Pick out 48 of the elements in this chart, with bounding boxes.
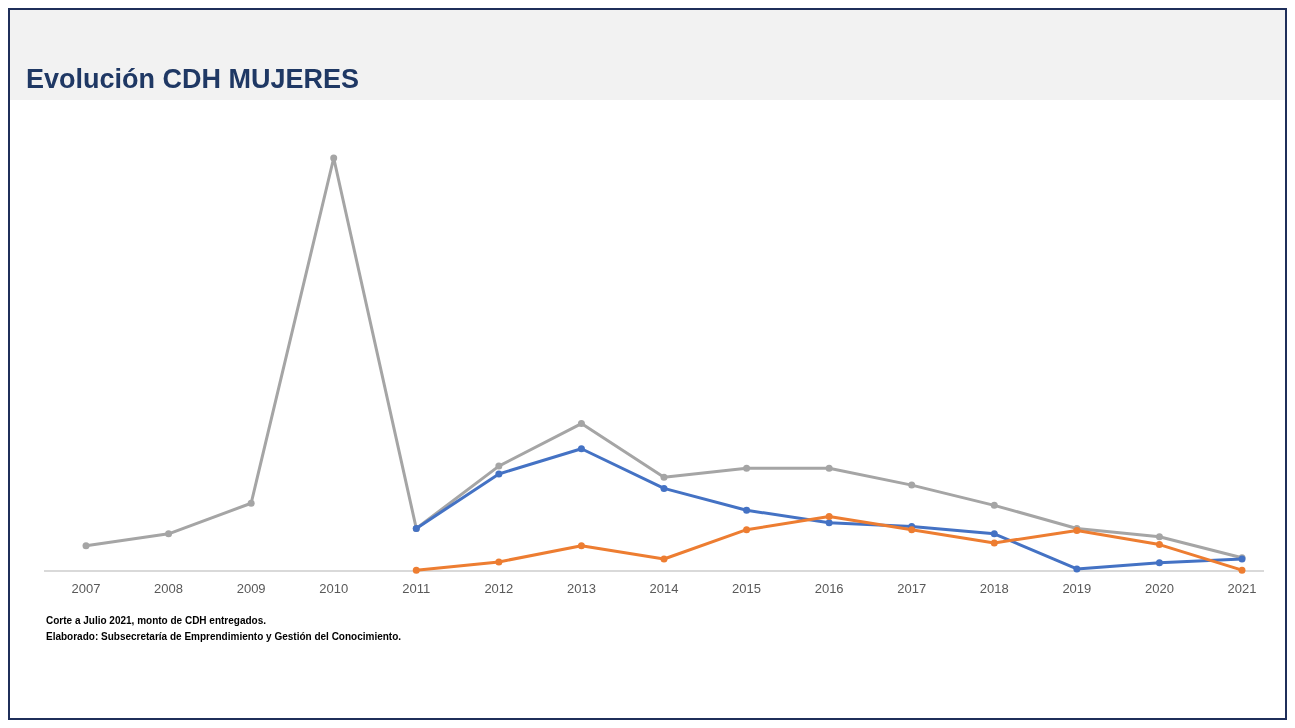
point — [825, 519, 833, 527]
x-tick-label: 2021 — [1227, 581, 1257, 596]
point — [577, 542, 585, 550]
point — [412, 566, 420, 574]
x-tick-label: 2008 — [154, 581, 184, 596]
x-tick-label: 2014 — [649, 581, 679, 596]
point — [1155, 559, 1163, 567]
point — [990, 530, 998, 538]
x-tick-label: 2012 — [484, 581, 514, 596]
point — [660, 484, 668, 492]
x-tick-label: 2015 — [732, 581, 762, 596]
point — [825, 512, 833, 520]
x-tick-label: 2010 — [319, 581, 349, 596]
point — [495, 558, 503, 566]
point — [247, 499, 255, 507]
point — [165, 530, 173, 538]
point — [82, 542, 90, 550]
point — [660, 473, 668, 481]
text: Elaborado: Subsecretaría de Emprendimiento y Gestión del Conocimiento. — [46, 631, 402, 642]
point — [577, 445, 585, 453]
chart-title: Evolución CDH MUJERES — [26, 64, 360, 94]
point — [1073, 565, 1081, 573]
x-tick-label: 2013 — [566, 581, 596, 596]
point — [1155, 541, 1163, 549]
point — [825, 464, 833, 472]
x-tick-label: 2020 — [1144, 581, 1174, 596]
point — [330, 154, 338, 162]
x-tick-label: 2019 — [1062, 581, 1092, 596]
point — [990, 501, 998, 509]
point — [743, 526, 751, 534]
point — [1155, 533, 1163, 541]
point — [743, 464, 751, 472]
text: Corte a Julio 2021, monto de CDH entregados. — [46, 615, 267, 626]
point — [495, 470, 503, 478]
point — [660, 555, 668, 563]
x-tick-label: 2009 — [236, 581, 266, 596]
point — [908, 481, 916, 489]
x-tick-label: 2011 — [402, 581, 431, 596]
x-tick-label: 2016 — [814, 581, 844, 596]
point — [495, 462, 503, 470]
point — [908, 526, 916, 534]
point — [990, 539, 998, 547]
x-tick-label: 2018 — [979, 581, 1009, 596]
point — [577, 420, 585, 428]
point — [743, 506, 751, 514]
point — [1238, 566, 1246, 574]
x-tick-label: 2007 — [71, 581, 101, 596]
x-tick-label: 2017 — [897, 581, 927, 596]
